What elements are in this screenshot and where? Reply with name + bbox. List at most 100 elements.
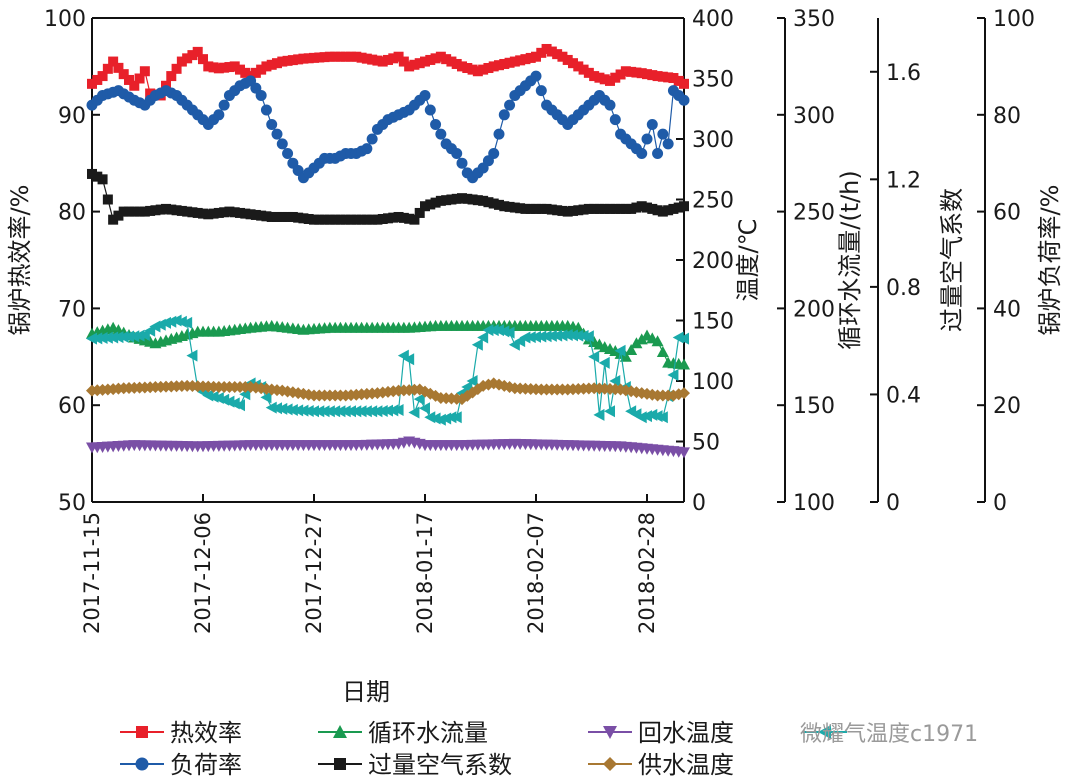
series-0-point	[546, 46, 557, 57]
series-0-point	[499, 58, 510, 69]
series-0-point	[414, 58, 425, 69]
series-0-point	[441, 54, 452, 65]
series-0-point	[520, 54, 531, 65]
series-3-point	[472, 195, 483, 206]
series-0-point	[314, 52, 325, 63]
series-3-point	[457, 193, 467, 204]
legend-swatch-marker	[818, 725, 831, 739]
series-0-point	[430, 53, 441, 64]
series-5-point	[556, 329, 568, 342]
temp-tick-label: 250	[692, 189, 734, 214]
series-0-point	[293, 54, 304, 65]
series-3-point	[293, 212, 304, 223]
series-3-point	[287, 211, 298, 222]
series-5-point	[524, 331, 536, 344]
series-3-point	[219, 207, 230, 218]
load-tick-label: 100	[993, 7, 1035, 32]
series-5-point	[186, 349, 198, 362]
series-2-point	[651, 335, 664, 347]
series-0-point	[118, 69, 129, 80]
series-5-point	[493, 324, 504, 337]
series-3-point	[441, 195, 452, 206]
series-5-point	[170, 314, 182, 327]
series-1-point	[451, 148, 463, 160]
series-3-point	[139, 206, 150, 217]
series-5-point	[181, 316, 193, 329]
series-2-point	[572, 321, 585, 333]
series-0-point	[287, 55, 298, 66]
series-5-point	[403, 353, 415, 366]
flow-tick-label: 100	[793, 491, 835, 516]
series-1-group	[86, 70, 690, 184]
series-3-point	[150, 205, 161, 216]
load-axis-title: 锅炉负荷率/%	[1036, 185, 1064, 336]
series-3-point	[113, 210, 124, 221]
series-3-point	[235, 207, 245, 218]
series-1-point	[266, 118, 278, 130]
series-1-point	[535, 85, 547, 97]
series-5-point	[598, 356, 610, 369]
series-0-point	[404, 61, 415, 72]
series-1-point	[218, 99, 230, 111]
series-3-point	[340, 214, 351, 225]
series-2-point	[656, 345, 669, 357]
series-5-group	[86, 314, 689, 426]
series-0-point	[171, 63, 182, 74]
air-tick-label: 0	[886, 491, 900, 516]
series-3-point	[198, 208, 208, 219]
eff-axis-title: 锅炉热效率/%	[6, 185, 34, 336]
series-3-point	[594, 203, 605, 214]
flow-tick-label: 300	[793, 104, 835, 129]
series-1-point	[530, 70, 542, 82]
series-3-point	[578, 204, 589, 215]
series-3-point	[557, 205, 568, 216]
eff-tick-label: 80	[58, 201, 86, 226]
series-3-point	[335, 214, 346, 225]
series-3-point	[261, 211, 272, 222]
series-5-point	[382, 404, 393, 417]
series-5-point	[540, 330, 552, 343]
series-5-point	[302, 404, 314, 417]
series-0-point	[420, 56, 430, 67]
series-1-point	[609, 114, 621, 126]
series-2-point	[630, 337, 643, 349]
series-3-point	[282, 211, 293, 222]
series-0-point	[631, 67, 642, 78]
series-3-point	[615, 203, 626, 214]
series-5-point	[297, 404, 309, 417]
legend-label: 循环水流量	[368, 719, 488, 747]
series-0-point	[346, 51, 356, 62]
series-3-point	[414, 207, 425, 218]
series-3-point	[620, 203, 631, 214]
series-5-point	[545, 329, 557, 342]
series-3-point	[536, 203, 547, 214]
series-0-point	[303, 53, 314, 64]
series-0-point	[647, 70, 658, 81]
air-tick-label: 0.8	[886, 276, 921, 301]
load-tick-label: 20	[993, 394, 1021, 419]
series-5-point	[582, 330, 594, 343]
series-3-point	[631, 202, 642, 213]
series-5-point	[392, 404, 404, 417]
series-5-point	[175, 315, 187, 328]
series-3-point	[494, 199, 504, 210]
series-5-point	[440, 412, 452, 425]
series-3-point	[446, 194, 457, 205]
x-tick-label: 2018-02-07	[524, 512, 548, 634]
series-0-point	[525, 52, 536, 63]
series-0-point	[451, 58, 462, 69]
series-3-point	[499, 201, 510, 212]
x-tick-label: 2017-12-27	[302, 512, 326, 634]
series-1-point	[361, 143, 373, 155]
legend-item: 供水温度	[588, 751, 734, 779]
series-3-point	[118, 206, 129, 217]
series-3-point	[652, 205, 663, 216]
legend-swatch-marker	[603, 726, 617, 739]
series-3-point	[573, 205, 584, 216]
series-3-point	[583, 203, 594, 214]
series-0-point	[324, 51, 335, 62]
series-5-point	[588, 350, 600, 363]
series-0-point	[478, 64, 489, 75]
series-5-point	[656, 411, 668, 424]
series-0-point	[361, 53, 372, 64]
